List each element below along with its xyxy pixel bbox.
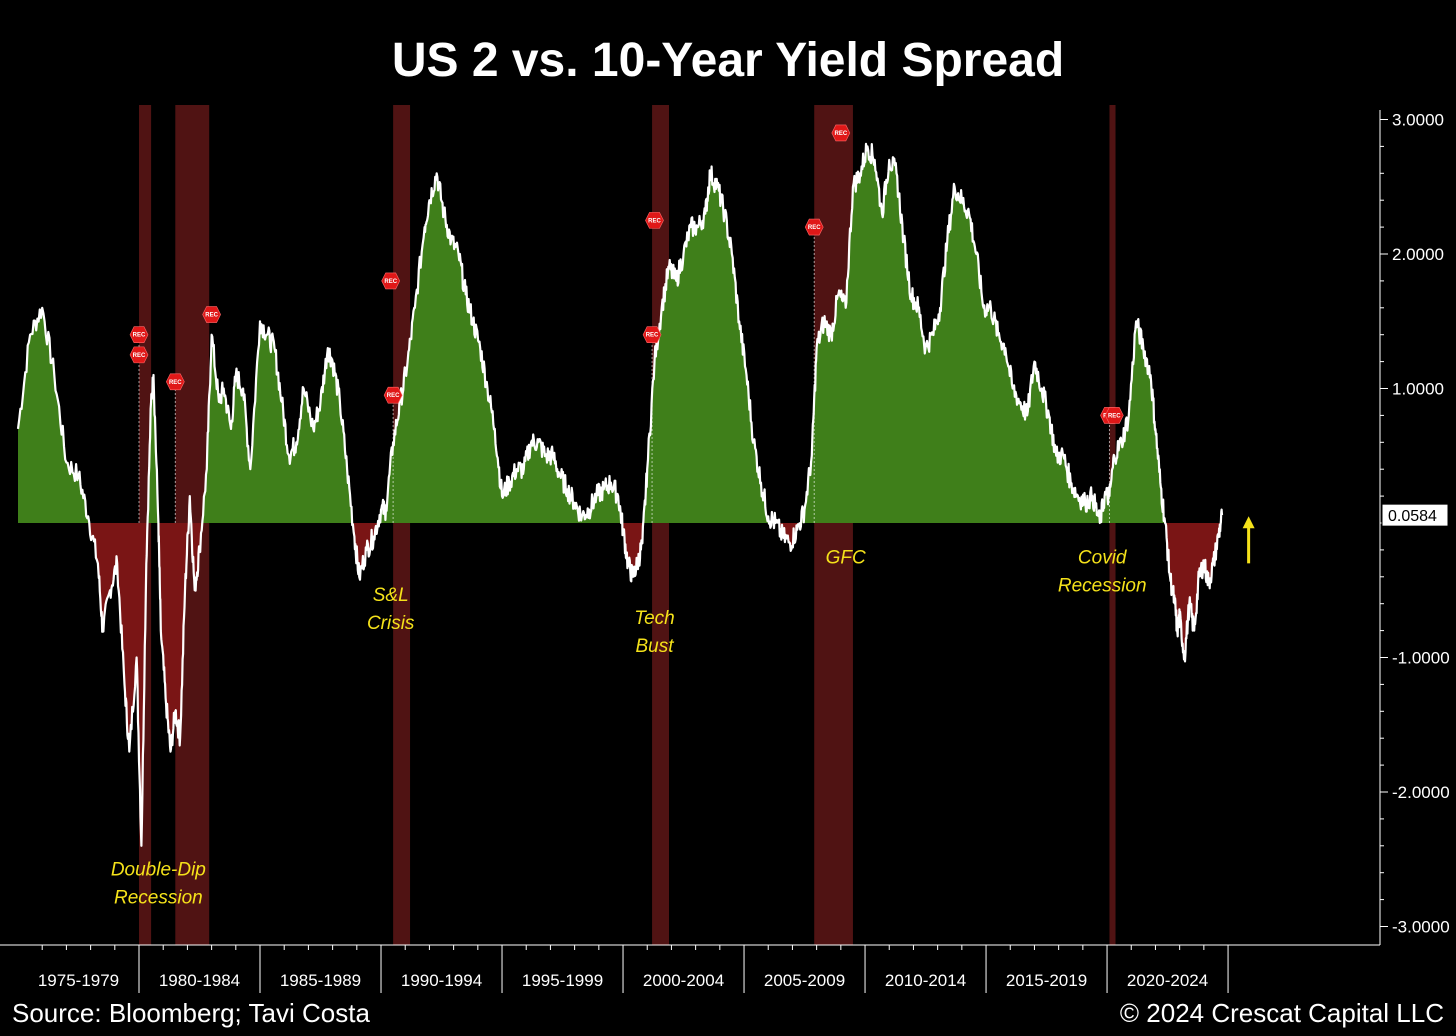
- last-value-label: 0.0584: [1388, 508, 1437, 525]
- rec-marker: REC: [1104, 407, 1124, 424]
- rec-marker: REC: [831, 124, 851, 142]
- recession-band: [814, 105, 853, 945]
- annotation: Covid Recession: [1058, 547, 1147, 596]
- annotation: Tech Bust: [634, 608, 675, 657]
- spread-area: [18, 143, 1222, 846]
- annotation-line: Recession: [1058, 575, 1147, 596]
- recession-band: [652, 105, 670, 945]
- rec-marker-shape: [804, 218, 824, 236]
- y-tick-label: -2.0000: [1392, 783, 1450, 802]
- rec-marker: REC: [642, 326, 662, 344]
- annotation: Double-Dip Recession: [111, 859, 206, 908]
- annotation: S&L Crisis: [367, 585, 415, 634]
- annotation-line: Bust: [635, 636, 674, 657]
- rec-marker-shape: [642, 326, 662, 344]
- x-tick-label: 1975-1979: [38, 971, 119, 990]
- rec-marker-label: REC: [133, 353, 146, 359]
- rec-marker-shape: [129, 346, 149, 364]
- x-tick-label: 2015-2019: [1006, 971, 1087, 990]
- y-axis: 3.0000 2.0000 1.0000 -1.0000 -2.0000 -3.0000 0…: [1379, 110, 1450, 945]
- x-tick-label: 2005-2009: [764, 971, 845, 990]
- annotation-line: Double-Dip: [111, 859, 206, 880]
- annotation-line: Covid: [1078, 547, 1128, 568]
- annotation: GFC: [826, 547, 866, 568]
- annotation-line: Crisis: [367, 613, 415, 634]
- annotation-line: GFC: [826, 547, 866, 568]
- x-axis: 1975-1979 1980-1984 1985-1989 1990-1994 1995…: [0, 944, 1380, 993]
- x-tick-label: 1985-1989: [280, 971, 361, 990]
- rec-marker-shape: [831, 124, 851, 142]
- rec-marker: REC: [645, 212, 664, 229]
- rec-marker-label: REC: [834, 131, 847, 137]
- x-tick-label: 1990-1994: [401, 971, 482, 990]
- y-tick-label: 1.0000: [1392, 380, 1444, 399]
- rec-marker-label: REC: [646, 333, 659, 339]
- annotation-line: Recession: [114, 887, 203, 908]
- rec-marker-shape: [165, 373, 185, 391]
- rec-marker-shape: [202, 306, 221, 323]
- arrow-head: [1242, 516, 1255, 529]
- x-tick-label: 2010-2014: [885, 971, 966, 990]
- rec-marker-shape: [383, 386, 403, 404]
- source-text: Source: Bloomberg; Tavi Costa: [12, 998, 370, 1028]
- rec-marker-label: REC: [133, 333, 146, 339]
- recession-band: [393, 105, 411, 945]
- recession-band: [1109, 105, 1116, 945]
- rec-marker: REC: [202, 306, 221, 323]
- rec-marker: REC: [381, 272, 401, 290]
- annotation-line: S&L: [373, 585, 409, 606]
- rec-marker-label: REC: [387, 393, 400, 399]
- rec-marker-label: REC: [169, 380, 182, 386]
- x-tick-label: 1980-1984: [159, 971, 240, 990]
- copyright-text: © 2024 Crescat Capital LLC: [1120, 998, 1444, 1028]
- chart-title: US 2 vs. 10-Year Yield Spread: [392, 34, 1064, 87]
- last-value-box: [1381, 503, 1449, 527]
- rec-marker: REC: [383, 386, 403, 404]
- rec-marker-label: REC: [648, 218, 661, 224]
- positive-area: [18, 143, 1222, 523]
- negative-area: [18, 523, 1222, 846]
- rec-marker-shape: [645, 212, 664, 229]
- x-tick-label: 2020-2024: [1127, 971, 1208, 990]
- series-line: [16, 142, 1224, 847]
- y-tick-label: -3.0000: [1392, 918, 1450, 937]
- annotation-line: Tech: [634, 608, 675, 629]
- spread-line: [16, 142, 1224, 847]
- rec-markers: RECRECRECRECRECRECRECRECRECRECRECREC: [129, 124, 1124, 424]
- rec-marker: REC: [165, 373, 185, 391]
- rec-marker-shape: [1104, 407, 1124, 424]
- y-tick-label: 2.0000: [1392, 245, 1444, 264]
- rec-marker-label: REC: [205, 313, 218, 319]
- rec-marker-label: REC: [808, 225, 821, 231]
- rec-marker-label: REC: [384, 279, 397, 285]
- x-tick-label: 1995-1999: [522, 971, 603, 990]
- x-tick-label: 2000-2004: [643, 971, 724, 990]
- rec-marker: REC: [129, 346, 149, 364]
- rec-marker-shape: [381, 272, 401, 290]
- rec-marker: REC: [129, 326, 149, 344]
- rec-marker: REC: [804, 218, 824, 236]
- y-tick-label: 3.0000: [1392, 111, 1444, 130]
- y-tick-label: -1.0000: [1392, 649, 1450, 668]
- rec-marker-shape: [129, 326, 149, 344]
- rec-marker-label: REC: [1108, 413, 1121, 419]
- annotations: Double-Dip Recession S&L Crisis Tech Bust GFC C…: [111, 516, 1255, 908]
